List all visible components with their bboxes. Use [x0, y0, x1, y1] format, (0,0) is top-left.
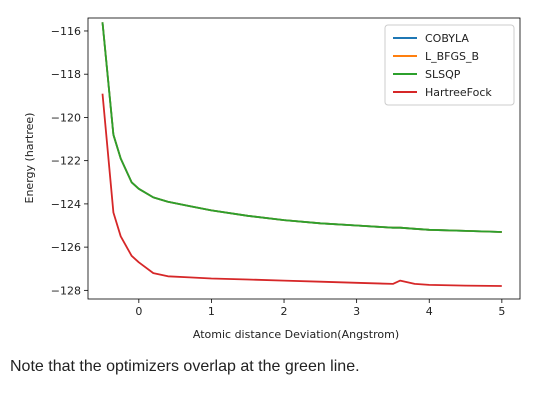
- y-tick-label: −128: [51, 284, 81, 297]
- x-axis-label: Atomic distance Deviation(Angstrom): [193, 328, 399, 341]
- legend-label: COBYLA: [425, 32, 469, 45]
- line-chart: 0 1 2 3 4 5 −116 −118 −120 −122 −124 −126 −128 Atomi…: [23, 17, 521, 341]
- y-tick-label: −116: [51, 25, 81, 38]
- y-tick-label: −126: [51, 241, 81, 254]
- x-tick-label: 2: [281, 305, 288, 318]
- series-layer: [101, 22, 502, 287]
- x-tick-label: 5: [498, 305, 505, 318]
- legend-label: HartreeFock: [425, 86, 492, 99]
- x-tick-label: 3: [353, 305, 360, 318]
- legend-box: [384, 24, 515, 106]
- x-tick-label: 0: [135, 305, 142, 318]
- series-line-hartreefock: [101, 93, 502, 287]
- x-tick-label: 1: [208, 305, 215, 318]
- legend-label: SLSQP: [425, 68, 461, 81]
- caption-text: Note that the optimizers overlap at the …: [10, 358, 360, 375]
- y-tick-label: −118: [51, 68, 81, 81]
- y-axis-label: Energy (hartree): [23, 113, 36, 204]
- y-tick-label: −120: [51, 111, 81, 124]
- legend-label: L_BFGS_B: [425, 50, 479, 63]
- series-line-slsqp: [101, 22, 502, 233]
- y-tick-label: −122: [51, 155, 81, 168]
- axes-frame: [87, 17, 521, 300]
- ticks-layer: 0 1 2 3 4 5 −116 −118 −120 −122 −124 −126 −128: [51, 25, 506, 318]
- y-tick-label: −124: [51, 198, 81, 211]
- legend: COBYLA L_BFGS_B SLSQP HartreeFock: [384, 24, 515, 106]
- plot-frame: [87, 17, 521, 300]
- x-tick-label: 4: [426, 305, 433, 318]
